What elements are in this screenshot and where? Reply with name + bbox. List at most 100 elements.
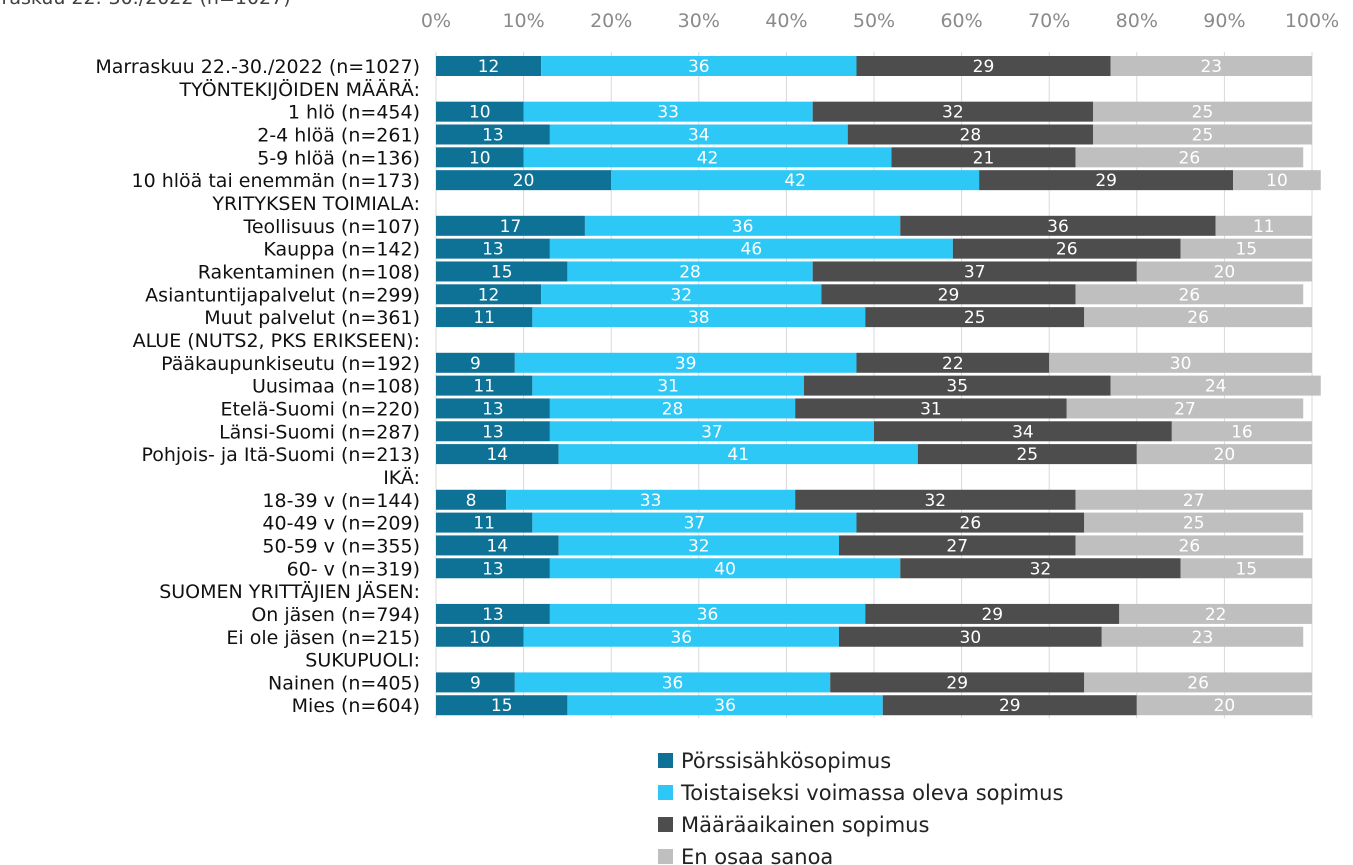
- category-label: Teollisuus (n=107): [242, 216, 420, 238]
- category-label: 10 hlöä tai enemmän (n=173): [132, 170, 420, 192]
- data-label: 23: [1200, 57, 1222, 77]
- data-label: 27: [946, 536, 968, 556]
- data-label: 26: [1187, 673, 1209, 693]
- group-heading: ALUE (NUTS2, PKS ERIKSEEN):: [133, 330, 420, 352]
- bar-segment: [838, 535, 1076, 556]
- data-label: 26: [1179, 285, 1201, 305]
- data-label: 16: [1231, 422, 1253, 442]
- bar-segment: [567, 695, 883, 716]
- data-label: 23: [1192, 628, 1214, 648]
- category-label: Pohjois- ja Itä-Suomi (n=213): [141, 444, 420, 466]
- legend-label: Pörssisähkösopimus: [681, 749, 891, 773]
- bar-segment: [865, 307, 1085, 328]
- bar-segment: [1075, 489, 1312, 510]
- bar-segment: [549, 124, 848, 145]
- category-label: Länsi-Suomi (n=287): [219, 421, 420, 443]
- data-label: 29: [946, 673, 968, 693]
- bar-segment: [812, 101, 1093, 122]
- bar-segment: [523, 101, 813, 122]
- x-tick-label: 100%: [1285, 10, 1339, 32]
- data-label: 15: [1235, 240, 1257, 260]
- data-label: 11: [473, 377, 495, 397]
- data-label: 10: [1266, 171, 1288, 191]
- bar-segment: [541, 56, 857, 76]
- data-label: 15: [491, 696, 513, 716]
- bar-segment: [1110, 56, 1312, 76]
- data-label: 15: [491, 262, 513, 282]
- bar-segment: [865, 603, 1120, 624]
- bar-segment: [567, 261, 813, 282]
- bar-segment: [856, 512, 1085, 533]
- data-label: 11: [1253, 217, 1275, 237]
- bar-segment: [436, 626, 524, 647]
- data-label: 29: [938, 285, 960, 305]
- data-label: 13: [482, 399, 504, 419]
- data-label: 11: [473, 514, 495, 534]
- data-label: 35: [946, 377, 968, 397]
- data-label: 36: [662, 673, 684, 693]
- category-label: Pääkaupunkiseutu (n=192): [161, 353, 420, 375]
- data-label: 42: [784, 171, 806, 191]
- x-tick-label: 50%: [853, 10, 895, 32]
- bar-segment: [882, 695, 1137, 716]
- data-label: 26: [960, 514, 982, 534]
- data-label: 29: [999, 696, 1021, 716]
- data-label: 17: [500, 217, 522, 237]
- category-label: 1 hlö (n=454): [288, 102, 420, 124]
- data-label: 30: [1170, 354, 1192, 374]
- data-label: 34: [688, 125, 710, 145]
- data-label: 41: [727, 445, 749, 465]
- bar-segment: [436, 558, 550, 579]
- legend-swatch: [658, 785, 673, 800]
- group-heading: TYÖNTEKIJÖIDEN MÄÄRÄ:: [179, 78, 420, 101]
- category-label: Asiantuntijapalvelut (n=299): [145, 284, 420, 306]
- category-label: On jäsen (n=794): [251, 604, 420, 626]
- bar-segment: [436, 307, 533, 328]
- category-labels: Marraskuu 22.-30./2022 (n=1027)TYÖNTEKIJ…: [95, 56, 420, 717]
- data-label: 32: [688, 536, 710, 556]
- data-label: 33: [657, 103, 679, 123]
- bar-segment: [1136, 261, 1312, 282]
- data-label: 20: [513, 171, 535, 191]
- data-label: 20: [1214, 696, 1236, 716]
- data-label: 12: [478, 57, 500, 77]
- data-label: 31: [657, 377, 679, 397]
- bar-segment: [549, 398, 796, 419]
- legend: Pörssisähkösopimus Toistaiseksi voimassa …: [658, 749, 1063, 865]
- bar-segment: [856, 352, 1050, 373]
- bar-segment: [558, 535, 839, 556]
- x-tick-label: 70%: [1028, 10, 1070, 32]
- data-label: 33: [640, 491, 662, 511]
- data-label: 27: [1174, 399, 1196, 419]
- legend-label: En osaa sanoa: [681, 845, 833, 865]
- data-label: 26: [1056, 240, 1078, 260]
- bar-segment: [436, 489, 507, 510]
- data-label: 12: [478, 285, 500, 305]
- bar-segment: [830, 672, 1085, 693]
- bar-segment: [1093, 124, 1312, 145]
- bar-segment: [436, 352, 515, 373]
- bar-segment: [1084, 307, 1312, 328]
- category-label: Kauppa (n=142): [263, 239, 420, 261]
- bar-segment: [812, 261, 1137, 282]
- group-heading: IKÄ:: [383, 466, 420, 489]
- category-label: 2-4 hlöä (n=261): [257, 124, 420, 146]
- data-label: 32: [942, 103, 964, 123]
- bar-segment: [821, 284, 1076, 305]
- data-label: 22: [1205, 605, 1227, 625]
- data-label: 20: [1214, 262, 1236, 282]
- data-label: 36: [732, 217, 754, 237]
- data-label: 28: [960, 125, 982, 145]
- data-label: 32: [670, 285, 692, 305]
- data-label: 25: [964, 308, 986, 328]
- data-label: 25: [1016, 445, 1038, 465]
- bar-segment: [436, 603, 550, 624]
- bar-segment: [1075, 535, 1304, 556]
- bar-segment: [900, 558, 1181, 579]
- bar-segment: [979, 170, 1234, 191]
- bar-segment: [436, 444, 559, 465]
- bar-segment: [558, 444, 918, 465]
- data-label: 32: [1030, 559, 1052, 579]
- bar-segment: [1049, 352, 1312, 373]
